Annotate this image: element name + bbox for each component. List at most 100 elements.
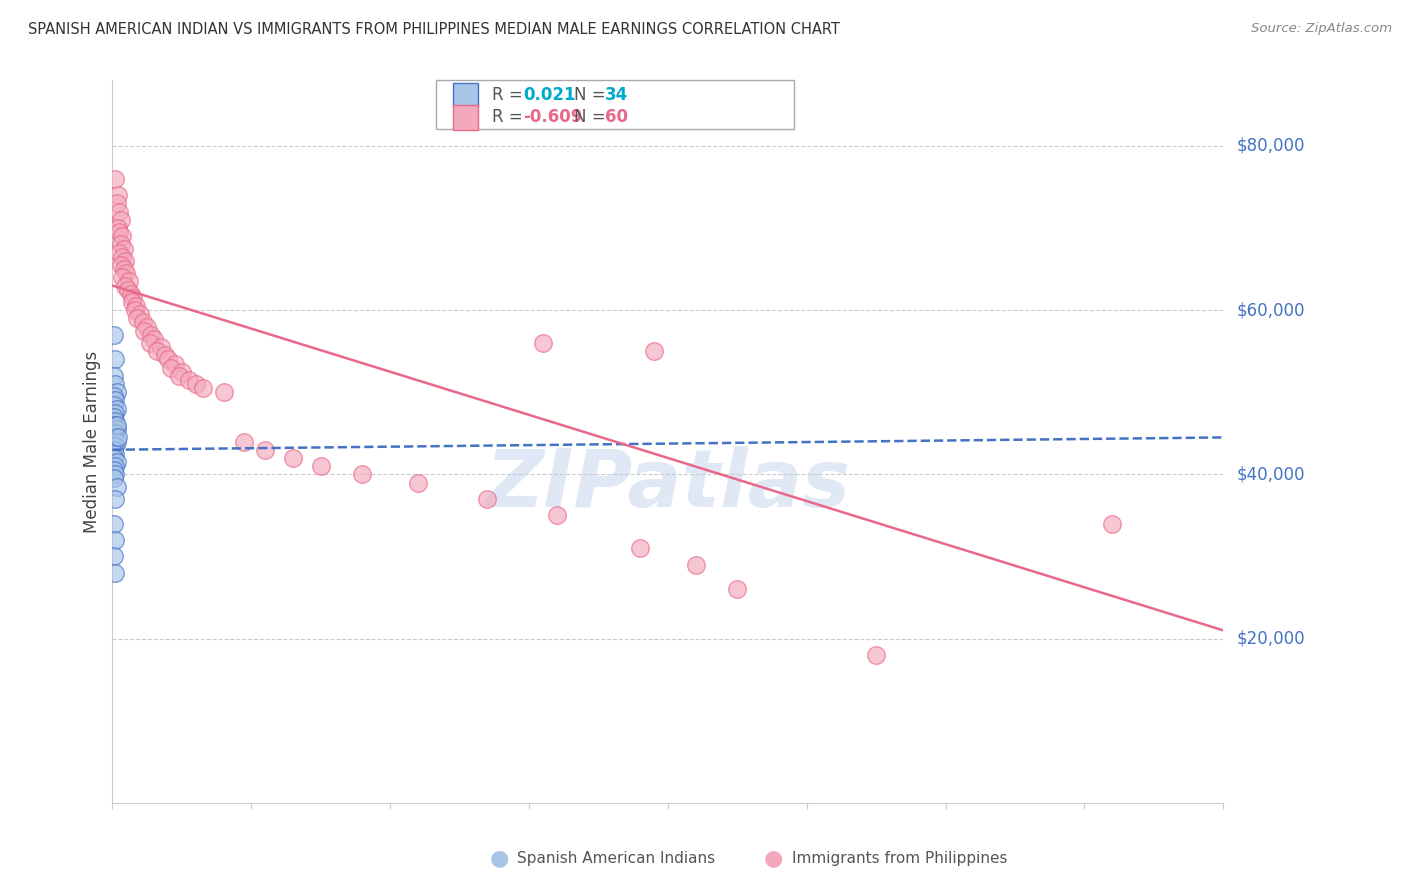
Point xyxy=(111,229,134,244)
Point xyxy=(104,426,127,441)
Point xyxy=(167,368,190,383)
Point xyxy=(114,278,136,293)
Point xyxy=(104,352,127,367)
Point xyxy=(104,459,127,474)
Point xyxy=(103,463,125,477)
Point xyxy=(127,311,149,326)
Point xyxy=(103,389,125,403)
Point xyxy=(108,245,131,260)
Point xyxy=(139,336,162,351)
Point xyxy=(170,365,193,379)
Point xyxy=(132,316,155,330)
Point xyxy=(105,434,128,449)
Point xyxy=(146,344,169,359)
Point xyxy=(112,242,135,256)
Text: R =: R = xyxy=(492,86,523,104)
Point xyxy=(103,549,125,564)
Point xyxy=(111,270,134,285)
Point xyxy=(105,422,128,436)
Text: $60,000: $60,000 xyxy=(1237,301,1306,319)
Point xyxy=(177,373,200,387)
Point xyxy=(104,406,127,420)
Point xyxy=(150,340,173,354)
Text: 34: 34 xyxy=(605,86,628,104)
Text: N =: N = xyxy=(574,86,605,104)
Point xyxy=(129,307,152,321)
Point xyxy=(115,266,138,280)
Point xyxy=(628,541,651,556)
Text: Source: ZipAtlas.com: Source: ZipAtlas.com xyxy=(1251,22,1392,36)
Text: R =: R = xyxy=(492,108,523,126)
Point xyxy=(120,286,142,301)
Text: $80,000: $80,000 xyxy=(1237,137,1306,155)
Point xyxy=(141,327,163,342)
Text: ZIPatlas: ZIPatlas xyxy=(485,446,851,524)
Point xyxy=(725,582,748,597)
Point xyxy=(157,352,180,367)
Point xyxy=(104,393,127,408)
Point xyxy=(107,188,129,202)
Point xyxy=(104,491,127,506)
Point xyxy=(103,516,125,531)
Point xyxy=(104,467,127,482)
Point xyxy=(184,377,207,392)
Point xyxy=(110,258,132,272)
Point xyxy=(103,471,125,485)
Point xyxy=(143,332,166,346)
Point xyxy=(134,324,156,338)
Text: ●: ● xyxy=(763,848,783,868)
Text: 0.021: 0.021 xyxy=(523,86,575,104)
Text: ●: ● xyxy=(489,848,509,868)
Point xyxy=(105,196,128,211)
Point xyxy=(110,212,132,227)
Text: Spanish American Indians: Spanish American Indians xyxy=(517,851,716,865)
Point xyxy=(104,414,127,428)
Point xyxy=(105,480,128,494)
Point xyxy=(254,442,277,457)
Point xyxy=(125,299,148,313)
Point xyxy=(233,434,256,449)
Text: -0.609: -0.609 xyxy=(523,108,582,126)
Point xyxy=(110,237,132,252)
Text: $40,000: $40,000 xyxy=(1237,466,1306,483)
Point xyxy=(105,418,128,433)
Text: N =: N = xyxy=(574,108,605,126)
Point xyxy=(107,221,129,235)
Point xyxy=(112,262,135,277)
Point xyxy=(103,442,125,457)
Point xyxy=(105,385,128,400)
Point xyxy=(118,275,141,289)
Point xyxy=(108,204,131,219)
Point xyxy=(104,447,127,461)
Point xyxy=(114,253,136,268)
Point xyxy=(104,171,127,186)
Point xyxy=(212,385,235,400)
Point xyxy=(191,381,214,395)
Point xyxy=(124,303,146,318)
Point xyxy=(103,430,125,444)
Text: 60: 60 xyxy=(605,108,627,126)
Point xyxy=(105,455,128,469)
Point xyxy=(103,450,125,465)
Point xyxy=(105,401,128,416)
Point xyxy=(107,430,129,444)
Text: $20,000: $20,000 xyxy=(1237,630,1306,648)
Point xyxy=(281,450,304,465)
Point xyxy=(117,283,139,297)
Point xyxy=(1101,516,1123,531)
Point xyxy=(477,491,499,506)
Point xyxy=(865,648,887,662)
Point xyxy=(159,360,181,375)
Point xyxy=(122,291,145,305)
Text: SPANISH AMERICAN INDIAN VS IMMIGRANTS FROM PHILIPPINES MEDIAN MALE EARNINGS CORR: SPANISH AMERICAN INDIAN VS IMMIGRANTS FR… xyxy=(28,22,839,37)
Point xyxy=(104,377,127,392)
Point xyxy=(121,295,143,310)
Text: Immigrants from Philippines: Immigrants from Philippines xyxy=(792,851,1007,865)
Point xyxy=(103,398,125,412)
Point xyxy=(104,566,127,580)
Point xyxy=(352,467,374,482)
Point xyxy=(108,225,131,239)
Point xyxy=(531,336,554,351)
Point xyxy=(643,344,665,359)
Point xyxy=(103,327,125,342)
